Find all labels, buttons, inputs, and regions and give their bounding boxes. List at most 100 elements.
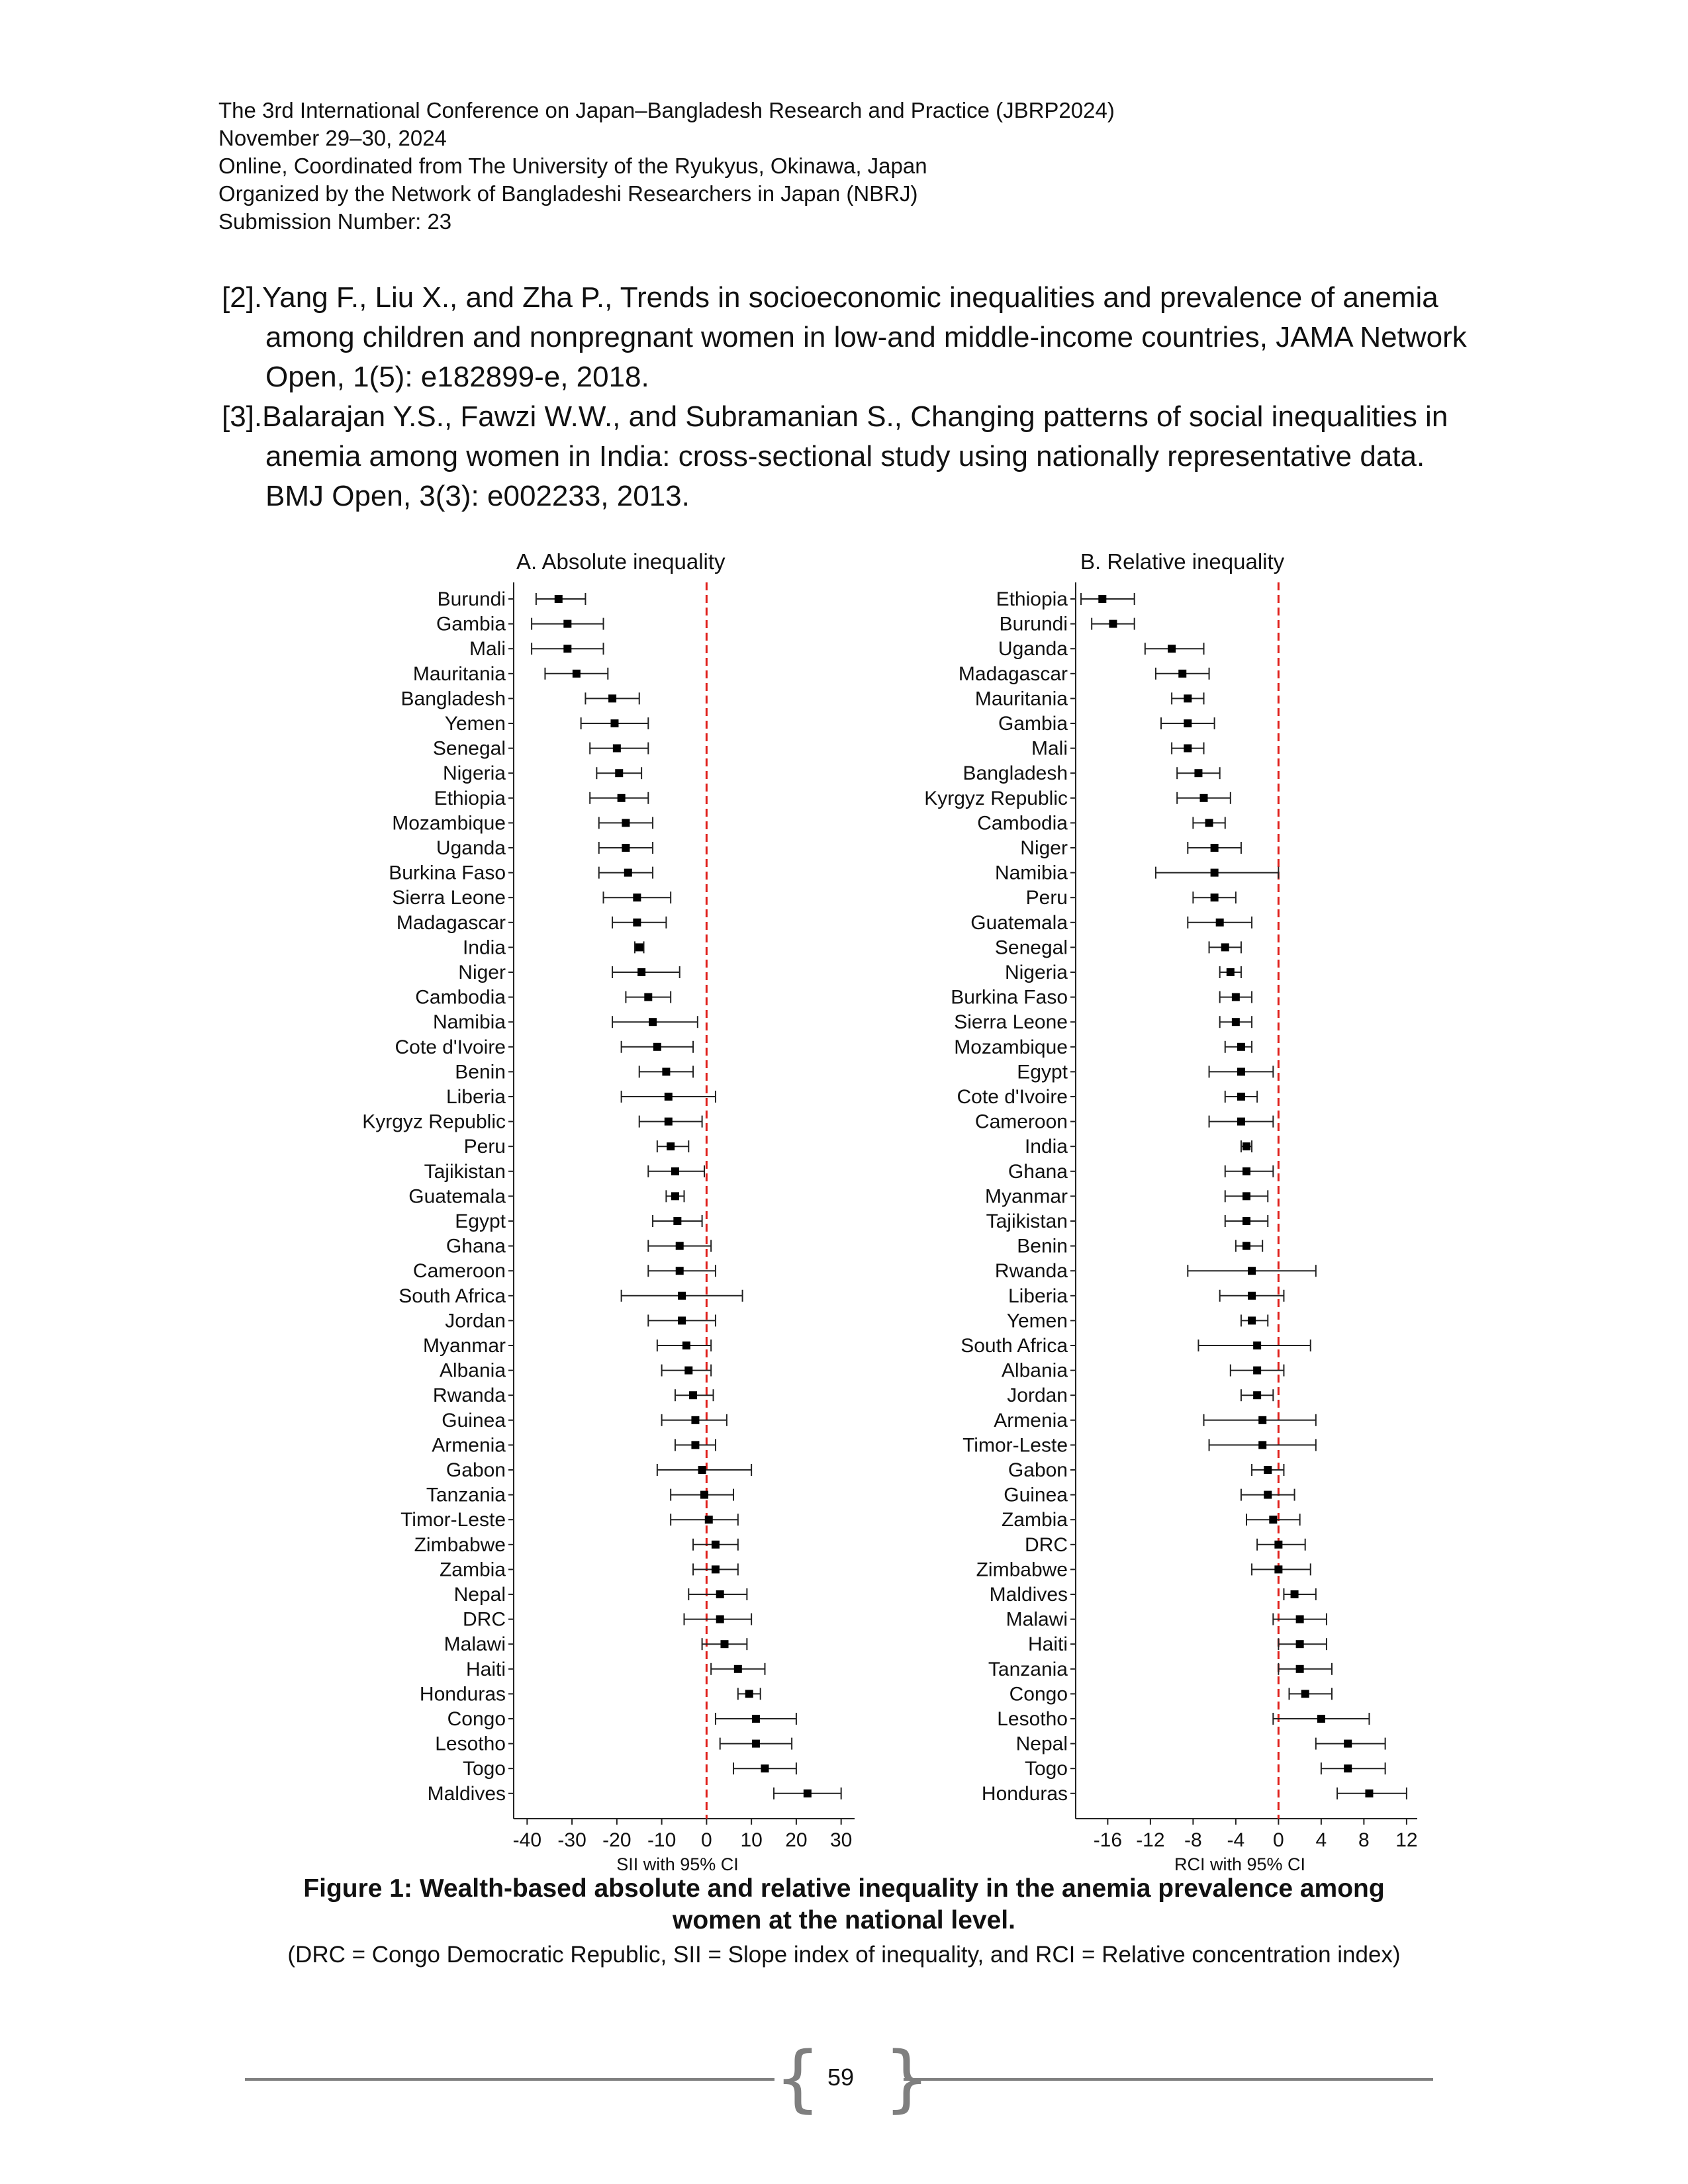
point-estimate [1248, 1316, 1256, 1325]
x-tick-label: -12 [1136, 1829, 1164, 1851]
country-label: Cameroon [413, 1260, 506, 1282]
point-estimate [1184, 694, 1192, 703]
point-estimate [1295, 1640, 1304, 1649]
point-estimate [1205, 819, 1213, 827]
x-tick-label: -16 [1094, 1829, 1122, 1851]
country-label: Cameroon [975, 1111, 1068, 1133]
point-estimate [1194, 769, 1203, 778]
point-estimate [1301, 1690, 1309, 1698]
point-estimate [572, 669, 581, 678]
country-label: Bangladesh [963, 762, 1068, 784]
figure-caption: Figure 1: Wealth-based absolute and rela… [0, 1873, 1688, 1936]
country-label: Mauritania [975, 688, 1068, 709]
x-axis-title: SII with 95% CI [616, 1854, 739, 1874]
point-estimate [1168, 645, 1176, 653]
country-label: Togo [1025, 1758, 1068, 1780]
country-label: Peru [1026, 887, 1068, 909]
point-estimate [803, 1789, 812, 1797]
point-estimate [689, 1391, 698, 1400]
point-estimate [1344, 1739, 1352, 1748]
country-label: Timor-Leste [400, 1509, 506, 1531]
point-estimate [563, 645, 572, 653]
country-label: Cambodia [415, 987, 506, 1009]
country-label: Myanmar [985, 1185, 1068, 1207]
country-label: Niger [458, 962, 506, 983]
point-estimate [622, 844, 630, 852]
point-estimate [673, 1217, 682, 1225]
country-label: Liberia [1008, 1285, 1068, 1307]
reference-list: [2].Yang F., Liu X., and Zha P., Trends … [222, 278, 1479, 516]
country-label: Gabon [1008, 1459, 1068, 1481]
x-axis-title: RCI with 95% CI [1174, 1854, 1305, 1874]
point-estimate [1243, 1142, 1250, 1151]
country-label: Tajikistan [986, 1210, 1068, 1232]
point-estimate [1184, 744, 1192, 752]
country-label: Zambia [1002, 1509, 1068, 1531]
header-line: Organized by the Network of Bangladeshi … [218, 181, 918, 206]
country-label: Congo [447, 1708, 506, 1730]
point-estimate [745, 1690, 753, 1698]
panel-title: B. Relative inequality [1080, 549, 1285, 574]
reference-item: [2].Yang F., Liu X., and Zha P., Trends … [222, 281, 1467, 393]
caption-note: (DRC = Congo Democratic Republic, SII = … [287, 1942, 1401, 1968]
country-label: Togo [463, 1758, 506, 1780]
country-label: Madagascar [397, 912, 506, 934]
country-label: Senegal [433, 738, 506, 760]
point-estimate [1253, 1342, 1262, 1349]
point-estimate [751, 1715, 760, 1723]
country-label: Congo [1009, 1683, 1068, 1705]
country-label: Haiti [466, 1659, 506, 1680]
point-estimate [700, 1490, 708, 1499]
header-line: The 3rd International Conference on Japa… [218, 98, 1115, 122]
point-estimate [1210, 844, 1219, 852]
point-estimate [1344, 1764, 1352, 1773]
point-estimate [675, 1267, 684, 1275]
point-estimate [1243, 1167, 1250, 1175]
country-label: India [1025, 1136, 1068, 1158]
point-estimate [1184, 719, 1192, 727]
country-label: Liberia [446, 1086, 506, 1108]
point-estimate [691, 1441, 700, 1449]
header-line: Online, Coordinated from The University … [218, 154, 927, 178]
point-estimate [704, 1516, 713, 1524]
point-estimate [1098, 595, 1107, 603]
caption-title-line: women at the national level. [673, 1906, 1015, 1934]
point-estimate [761, 1764, 769, 1773]
point-estimate [675, 1242, 684, 1250]
country-label: Peru [464, 1136, 506, 1158]
point-estimate [615, 769, 624, 778]
x-tick-label: 8 [1358, 1829, 1370, 1851]
point-estimate [622, 819, 630, 827]
forest-plot-figure: A. Absolute inequality Burundi Gambia Mali M… [0, 543, 1688, 1880]
x-tick-label: 4 [1316, 1829, 1327, 1851]
country-label: Maldives [428, 1783, 506, 1805]
country-label: Namibia [995, 862, 1068, 884]
x-tick-label: -40 [513, 1829, 541, 1851]
country-label: Albania [440, 1360, 506, 1382]
point-estimate [1269, 1516, 1278, 1524]
x-tick-label: -8 [1184, 1829, 1202, 1851]
point-estimate [733, 1664, 742, 1673]
country-label: Honduras [420, 1683, 506, 1705]
point-estimate [1243, 1192, 1250, 1201]
country-label: India [463, 936, 506, 958]
country-label: Cote d'Ivoire [395, 1036, 506, 1058]
point-estimate [635, 943, 643, 952]
country-label: Zambia [440, 1559, 506, 1580]
footer-rule-left [245, 2078, 774, 2081]
country-label: Ethiopia [434, 788, 506, 809]
country-label: Cote d'Ivoire [957, 1086, 1068, 1108]
country-label: Honduras [982, 1783, 1068, 1805]
point-estimate [698, 1466, 706, 1474]
point-estimate [1258, 1441, 1267, 1449]
point-estimate [1264, 1466, 1272, 1474]
country-label: DRC [463, 1609, 506, 1631]
country-label: Burkina Faso [389, 862, 506, 884]
forest-plot-svg: A. Absolute inequality Burundi Gambia Mali M… [362, 549, 1417, 1874]
point-estimate [1237, 1117, 1245, 1126]
country-label: Benin [1017, 1236, 1068, 1257]
point-estimate [1178, 669, 1187, 678]
country-label: Bangladesh [401, 688, 506, 709]
point-estimate [667, 1142, 675, 1151]
footer-rule-right [904, 2078, 1433, 2081]
